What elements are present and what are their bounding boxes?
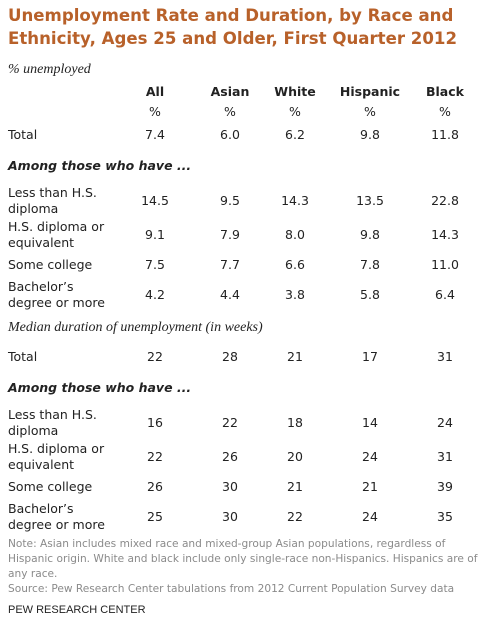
row-label: Some college [8,478,93,494]
cell: 26 [222,448,238,464]
column-header: White [274,83,316,99]
cell: 30 [222,508,238,524]
cell [8,102,120,122]
row-label: Total [8,126,38,142]
column-header: Hispanic [339,83,401,99]
cell: 3.8 [285,286,305,302]
cell: 21 [287,348,303,364]
note: Note: Asian includes mixed race and mixe… [8,538,478,580]
column-header: Black [426,83,464,99]
column-header-row: All Asian White Hispanic Black [8,82,470,102]
source: Source: Pew Research Center tabulations … [8,583,455,595]
cell: 7.9 [220,226,240,242]
cell: 31 [437,448,453,464]
table-row: Bachelor’s degree or more 25 30 22 24 35 [8,500,470,534]
cell: 21 [287,478,303,494]
cell: 6.6 [285,256,305,272]
cell: 26 [147,478,163,494]
row-label: H.S. diploma or equivalent [8,440,105,473]
column-header: All [145,83,165,99]
cell: 14.3 [281,192,309,208]
cell: 13.5 [356,192,384,208]
table-row: Some college 26 30 21 21 39 [8,474,470,500]
cell: 7.5 [145,256,165,272]
cell: 22 [222,414,238,430]
subheader: Among those who have ... [8,379,192,395]
cell: 24 [437,414,453,430]
cell: 11.0 [431,256,459,272]
cell: 22.8 [431,192,459,208]
unit: % [224,103,236,119]
table-row: H.S. diploma or equivalent 22 26 20 24 31 [8,440,470,474]
cell: 7.7 [220,256,240,272]
cell: 4.2 [145,286,165,302]
row-label: Bachelor’s degree or more [8,278,105,311]
cell: 28 [222,348,238,364]
column-header: Asian [210,83,250,99]
cell: 22 [287,508,303,524]
footer: PEW RESEARCH CENTER [8,604,146,616]
subheader-row: Among those who have ... [8,370,470,406]
cell: 6.4 [435,286,455,302]
table-row: Bachelor’s degree or more 4.2 4.4 3.8 5.8 6.4 [8,278,470,312]
cell: 9.8 [360,126,380,142]
table: All Asian White Hispanic Black%%%%% Total 7.4 6… [8,82,470,312]
subheader: Among those who have ... [8,157,192,173]
cell: 8.0 [285,226,305,242]
unit: % [289,103,301,119]
cell: 14 [362,414,378,430]
cell: 24 [362,508,378,524]
cell: 9.8 [360,226,380,242]
cell: 7.8 [360,256,380,272]
cell: 7.4 [145,126,165,142]
row-label: H.S. diploma or equivalent [8,218,105,251]
cell: 4.4 [220,286,240,302]
unit-row: %%%%% [8,102,470,122]
cell: 31 [437,348,453,364]
table-row: Less than H.S. diploma 16 22 18 14 24 [8,406,470,440]
row-label: Total [8,348,38,364]
row-label: Some college [8,256,93,272]
cell [8,82,120,102]
row-label: Less than H.S. diploma [8,184,97,217]
cell: 25 [147,508,163,524]
table: Total 22 28 21 17 31 Among those who have ... L… [8,344,470,534]
cell: 5.8 [360,286,380,302]
cell: 17 [362,348,378,364]
cell: 21 [362,478,378,494]
cell: 30 [222,478,238,494]
cell: 22 [147,348,163,364]
cell: 9.5 [220,192,240,208]
title: Unemployment Rate and Duration, by Race … [8,6,457,48]
row-label: Bachelor’s degree or more [8,500,105,533]
cell: 14.5 [141,192,169,208]
cell: 22 [147,448,163,464]
unit: % [364,103,376,119]
subheader-row: Among those who have ... [8,148,470,184]
table-row: Total 7.4 6.0 6.2 9.8 11.8 [8,122,470,148]
table-row: Total 22 28 21 17 31 [8,344,470,370]
section-heading: % unemployed [8,62,91,77]
unit: % [439,103,451,119]
cell: 18 [287,414,303,430]
table-row: H.S. diploma or equivalent 9.1 7.9 8.0 9.8 14… [8,218,470,252]
cell: 9.1 [145,226,165,242]
cell: 20 [287,448,303,464]
unit: % [149,103,161,119]
cell: 24 [362,448,378,464]
table-row: Less than H.S. diploma 14.5 9.5 14.3 13.5 22.… [8,184,470,218]
cell: 11.8 [431,126,459,142]
section-heading: Median duration of unemployment (in week… [8,320,263,335]
table-row: Some college 7.5 7.7 6.6 7.8 11.0 [8,252,470,278]
cell: 6.2 [285,126,305,142]
cell: 16 [147,414,163,430]
cell: 6.0 [220,126,240,142]
cell: 35 [437,508,453,524]
cell: 39 [437,478,453,494]
cell: 14.3 [431,226,459,242]
row-label: Less than H.S. diploma [8,406,97,439]
